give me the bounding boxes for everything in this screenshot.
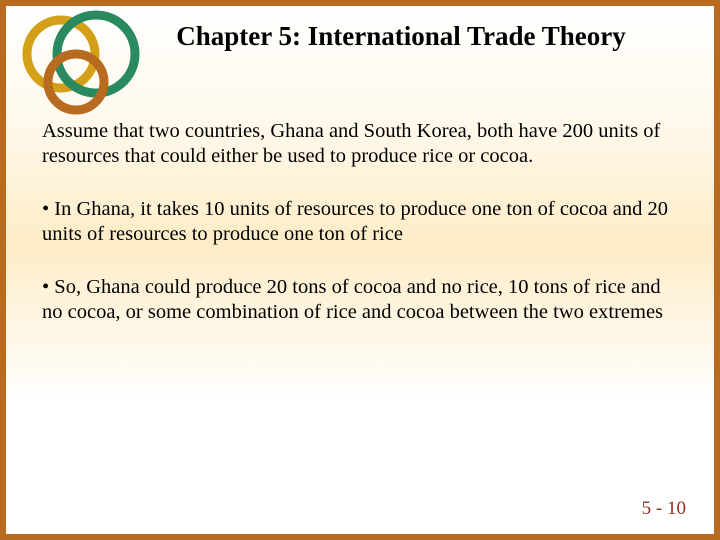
bullet-1: • In Ghana, it takes 10 units of resourc… — [42, 197, 678, 247]
page-number: 5 - 10 — [642, 498, 686, 520]
slide-body: Assume that two countries, Ghana and Sou… — [6, 119, 714, 325]
intro-paragraph: Assume that two countries, Ghana and Sou… — [42, 119, 678, 169]
rings-icon — [18, 14, 168, 119]
slide-title: Chapter 5: International Trade Theory — [168, 14, 694, 54]
bullet-2: • So, Ghana could produce 20 tons of coc… — [42, 275, 678, 325]
slide-header: Chapter 5: International Trade Theory — [6, 6, 714, 119]
slide: Chapter 5: International Trade Theory As… — [6, 6, 714, 534]
